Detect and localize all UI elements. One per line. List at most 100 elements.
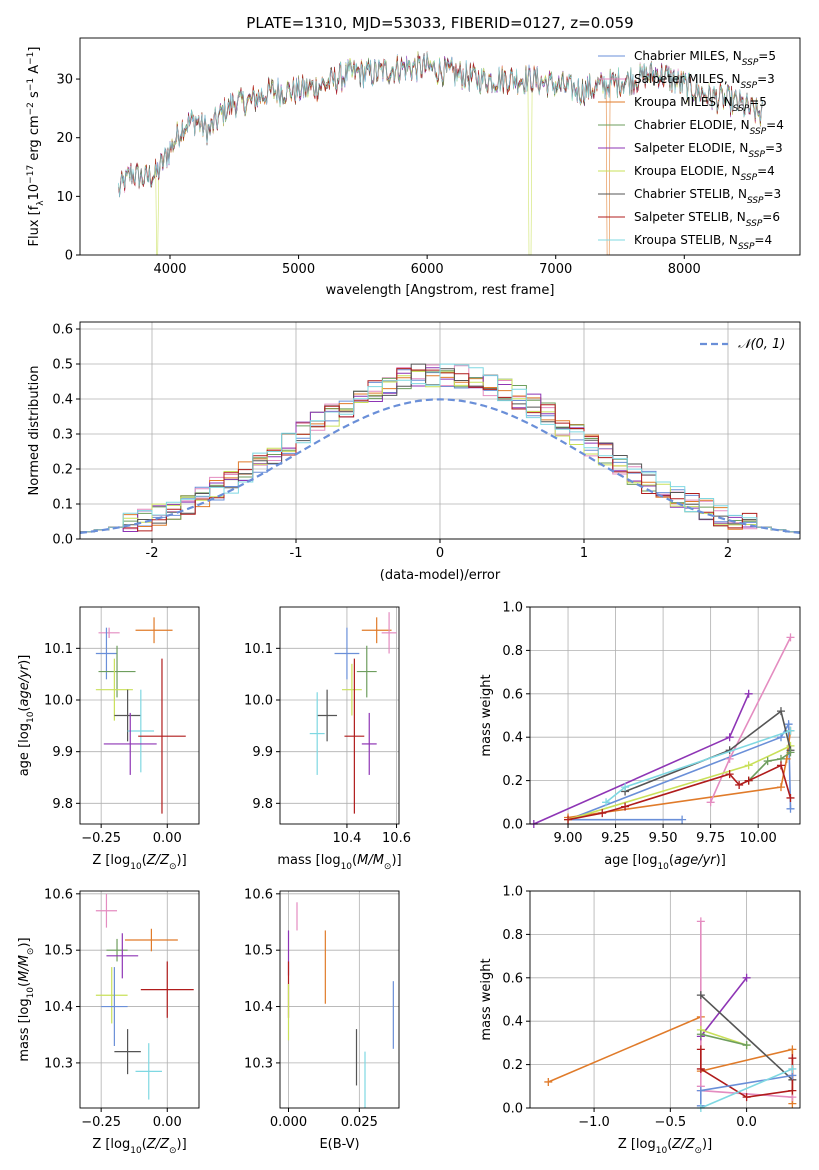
legend-label: Kroupa STELIB, NSSP=4 — [634, 233, 772, 252]
y-axis-label: age [log10(age/yr)] — [17, 655, 36, 777]
y-tick-label: 0.4 — [502, 1015, 523, 1030]
y-axis-label: mass weight — [479, 958, 494, 1040]
weight-line — [624, 709, 792, 793]
panel-2: -2 -1 0 1 2 0.0 0.1 0.2 0.3 0.4 0.5 0.6 𝒩(0, 1) (data… — [27, 321, 801, 583]
y-tick-label: 0.4 — [502, 731, 523, 746]
weight-line — [567, 730, 792, 819]
weight-marker — [786, 748, 795, 757]
weight-marker — [788, 1086, 797, 1095]
y-tick-label: 0 — [65, 249, 73, 264]
x-axis-label: (data-model)/error — [380, 568, 501, 583]
axes-frame — [279, 606, 400, 825]
weight-marker — [776, 783, 785, 792]
weight-line — [748, 751, 791, 782]
y-tick-label: 10.1 — [44, 642, 73, 657]
weight-marker — [725, 733, 734, 742]
legend: 𝒩(0, 1) — [700, 337, 785, 352]
x-tick-label: 6000 — [411, 262, 444, 277]
plot-area — [287, 902, 394, 1108]
legend-label: Kroupa ELODIE, NSSP=4 — [634, 164, 775, 183]
x-axis-label: mass [log10(M/M⊙)] — [277, 853, 401, 872]
plot-area — [544, 917, 797, 1112]
y-tick-label: 0.5 — [52, 358, 73, 373]
weight-marker — [744, 689, 753, 698]
legend-label: Chabrier ELODIE, NSSP=4 — [634, 118, 784, 137]
weight-line — [700, 994, 793, 1081]
x-tick-label: 10.00 — [740, 831, 777, 846]
legend-label: Salpeter STELIB, NSSP=6 — [634, 210, 780, 229]
x-tick-label: 10.6 — [382, 831, 411, 846]
weight-marker — [696, 1064, 705, 1073]
y-axis-label: mass [log10(M/M⊙)] — [17, 937, 36, 1061]
y-tick-label: 0.6 — [502, 687, 523, 702]
y-tick-label: 0.6 — [52, 323, 73, 338]
plot-area — [95, 893, 194, 1100]
spectrum-line — [118, 51, 763, 198]
weight-line — [700, 1068, 793, 1109]
y-tick-label: 30 — [56, 73, 73, 88]
y-tick-label: 10.0 — [244, 694, 273, 709]
weight-marker — [742, 1041, 751, 1050]
legend: Chabrier MILES, NSSP=5 Salpeter MILES, NS… — [598, 49, 784, 252]
y-tick-label: 0.0 — [502, 1102, 523, 1117]
weight-marker — [564, 815, 573, 824]
y-tick-label: 0.8 — [502, 644, 523, 659]
axes-frame — [79, 890, 200, 1109]
weight-marker — [742, 1093, 751, 1102]
weight-marker — [784, 720, 793, 729]
x-axis-label: wavelength [Angstrom, rest frame] — [326, 283, 555, 298]
y-tick-label: 0.2 — [502, 774, 523, 789]
weight-marker — [725, 754, 734, 763]
y-tick-label: 0.0 — [502, 818, 523, 833]
legend-label: Kroupa MILES, NSSP=5 — [634, 95, 767, 114]
legend-label: Salpeter ELODIE, NSSP=3 — [634, 141, 783, 160]
plot-area — [79, 363, 801, 534]
figure-title: PLATE=1310, MJD=53033, FIBERID=0127, z=0… — [246, 14, 633, 32]
weight-marker — [696, 1086, 705, 1095]
y-axis-label: mass weight — [479, 674, 494, 756]
panel-5: 9.00 9.25 9.50 9.75 10.00 0.0 0.2 0.4 0.6 0.8 1.0 a… — [479, 601, 801, 872]
weight-marker — [788, 1054, 797, 1063]
weight-marker — [786, 726, 795, 735]
x-tick-label: −0.5 — [655, 1115, 687, 1130]
x-tick-label: 0.000 — [270, 1115, 307, 1130]
panel-8: −1.0 −0.5 0.0 0.0 0.2 0.4 0.6 0.8 1.0 Z [log10(Z/… — [479, 885, 801, 1156]
weight-marker — [696, 991, 705, 1000]
x-tick-label: 9.75 — [696, 831, 725, 846]
weight-marker — [786, 804, 795, 813]
x-tick-label: -2 — [146, 546, 159, 561]
normal-curve — [79, 398, 801, 534]
panel-1: 4000 5000 6000 7000 8000 0 10 20 30 Chabrier MILE… — [26, 37, 801, 298]
legend-label: 𝒩(0, 1) — [738, 337, 785, 352]
legend-label: Chabrier MILES, NSSP=5 — [634, 49, 776, 68]
x-axis-label: Z [log10(Z/Z⊙)] — [92, 853, 186, 872]
y-axis-label: Flux [fλ10−17 erg cm−2 s−1 A−1] — [26, 47, 46, 247]
y-tick-label: 0.6 — [502, 971, 523, 986]
axes-frame — [279, 890, 400, 1109]
x-tick-label: 5000 — [282, 262, 315, 277]
y-tick-label: 10.4 — [44, 1000, 73, 1015]
y-tick-label: 9.9 — [52, 745, 73, 760]
weight-line — [533, 693, 750, 825]
x-tick-label: −1.0 — [578, 1115, 610, 1130]
weight-marker — [786, 633, 795, 642]
plot-area — [309, 612, 397, 814]
axes-frame — [529, 606, 801, 825]
plot-area — [118, 51, 763, 256]
weight-marker — [725, 770, 734, 779]
weight-marker — [744, 776, 753, 785]
y-tick-label: 0.2 — [52, 463, 73, 478]
plot-area — [95, 617, 186, 814]
x-tick-label: 0.025 — [341, 1115, 378, 1130]
y-tick-label: 9.8 — [252, 797, 273, 812]
legend-label: Chabrier STELIB, NSSP=3 — [634, 187, 781, 206]
weight-marker — [678, 815, 687, 824]
weight-marker — [621, 783, 630, 792]
y-tick-label: 20 — [56, 131, 73, 146]
weight-marker — [621, 802, 630, 811]
weight-marker — [744, 761, 753, 770]
axes-frame — [529, 890, 801, 1109]
x-tick-label: −0.25 — [81, 831, 121, 846]
y-tick-label: 9.9 — [252, 745, 273, 760]
